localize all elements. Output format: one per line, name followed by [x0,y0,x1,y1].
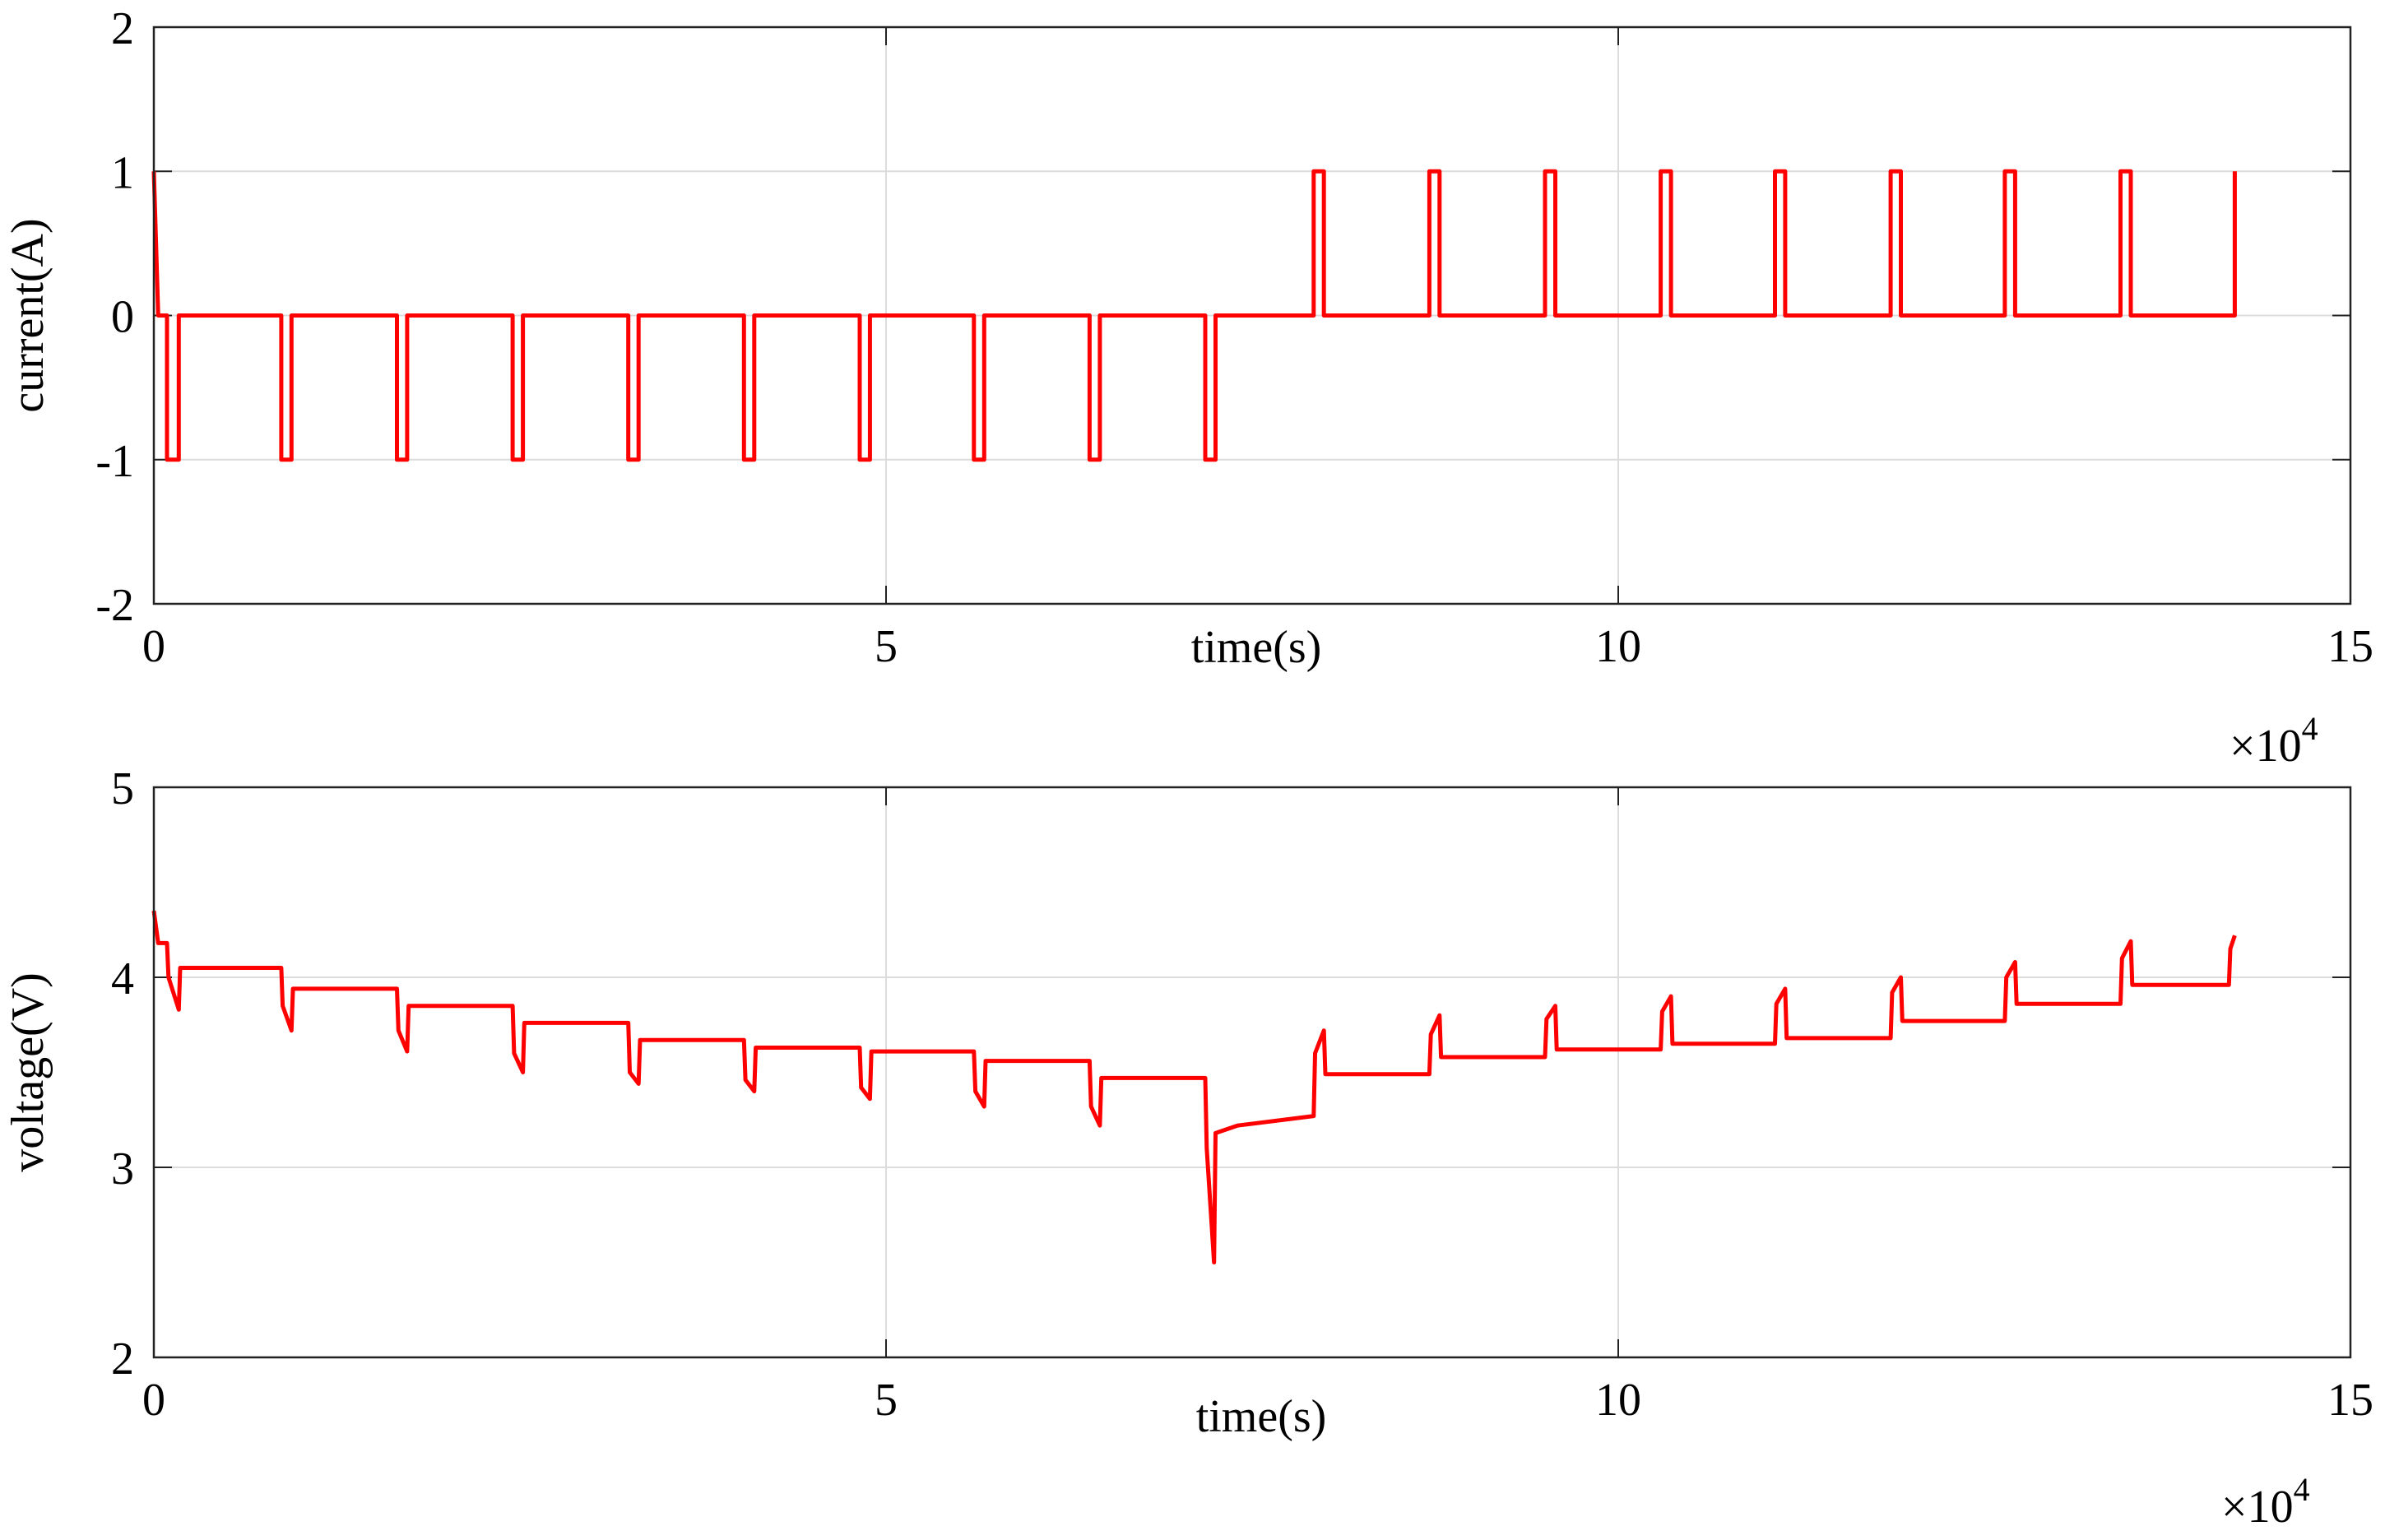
x-tick-label: 10 [1595,621,1641,672]
plot-frame [152,26,2352,605]
axis-multiplier: ×104 [2230,710,2318,772]
data-line [151,910,2237,1264]
data-line [151,169,2237,462]
y-tick-label: 2 [111,3,134,54]
y-tick-label: 5 [111,763,134,814]
x-axis-label: time(s) [1191,622,1322,673]
x-tick-label: 5 [875,1375,898,1426]
y-axis-label: voltage(V) [2,972,53,1172]
x-axis-label: time(s) [1196,1391,1327,1442]
y-tick-label: -2 [95,580,134,631]
y-axis-label: current(A) [2,218,53,412]
x-tick-label: 10 [1595,1375,1641,1426]
x-tick-label: 15 [2327,1375,2373,1426]
y-tick-label: 1 [111,147,134,198]
multiplier-exponent: 4 [2302,710,2318,747]
y-tick-label: 3 [111,1143,134,1194]
axis-multiplier: ×104 [2221,1471,2310,1533]
multiplier-base: ×10 [2230,721,2302,772]
y-tick-label: -1 [95,436,134,487]
x-tick-label: 5 [875,621,898,672]
y-tick-label: 4 [111,953,134,1004]
multiplier-exponent: 4 [2294,1471,2310,1508]
y-tick-label: 0 [111,292,134,343]
plot-frame [152,786,2352,1359]
multiplier-base: ×10 [2221,1482,2294,1533]
y-tick-label: 2 [111,1334,134,1385]
x-tick-label: 0 [142,1375,165,1426]
x-tick-label: 0 [142,621,165,672]
x-tick-label: 15 [2327,621,2373,672]
